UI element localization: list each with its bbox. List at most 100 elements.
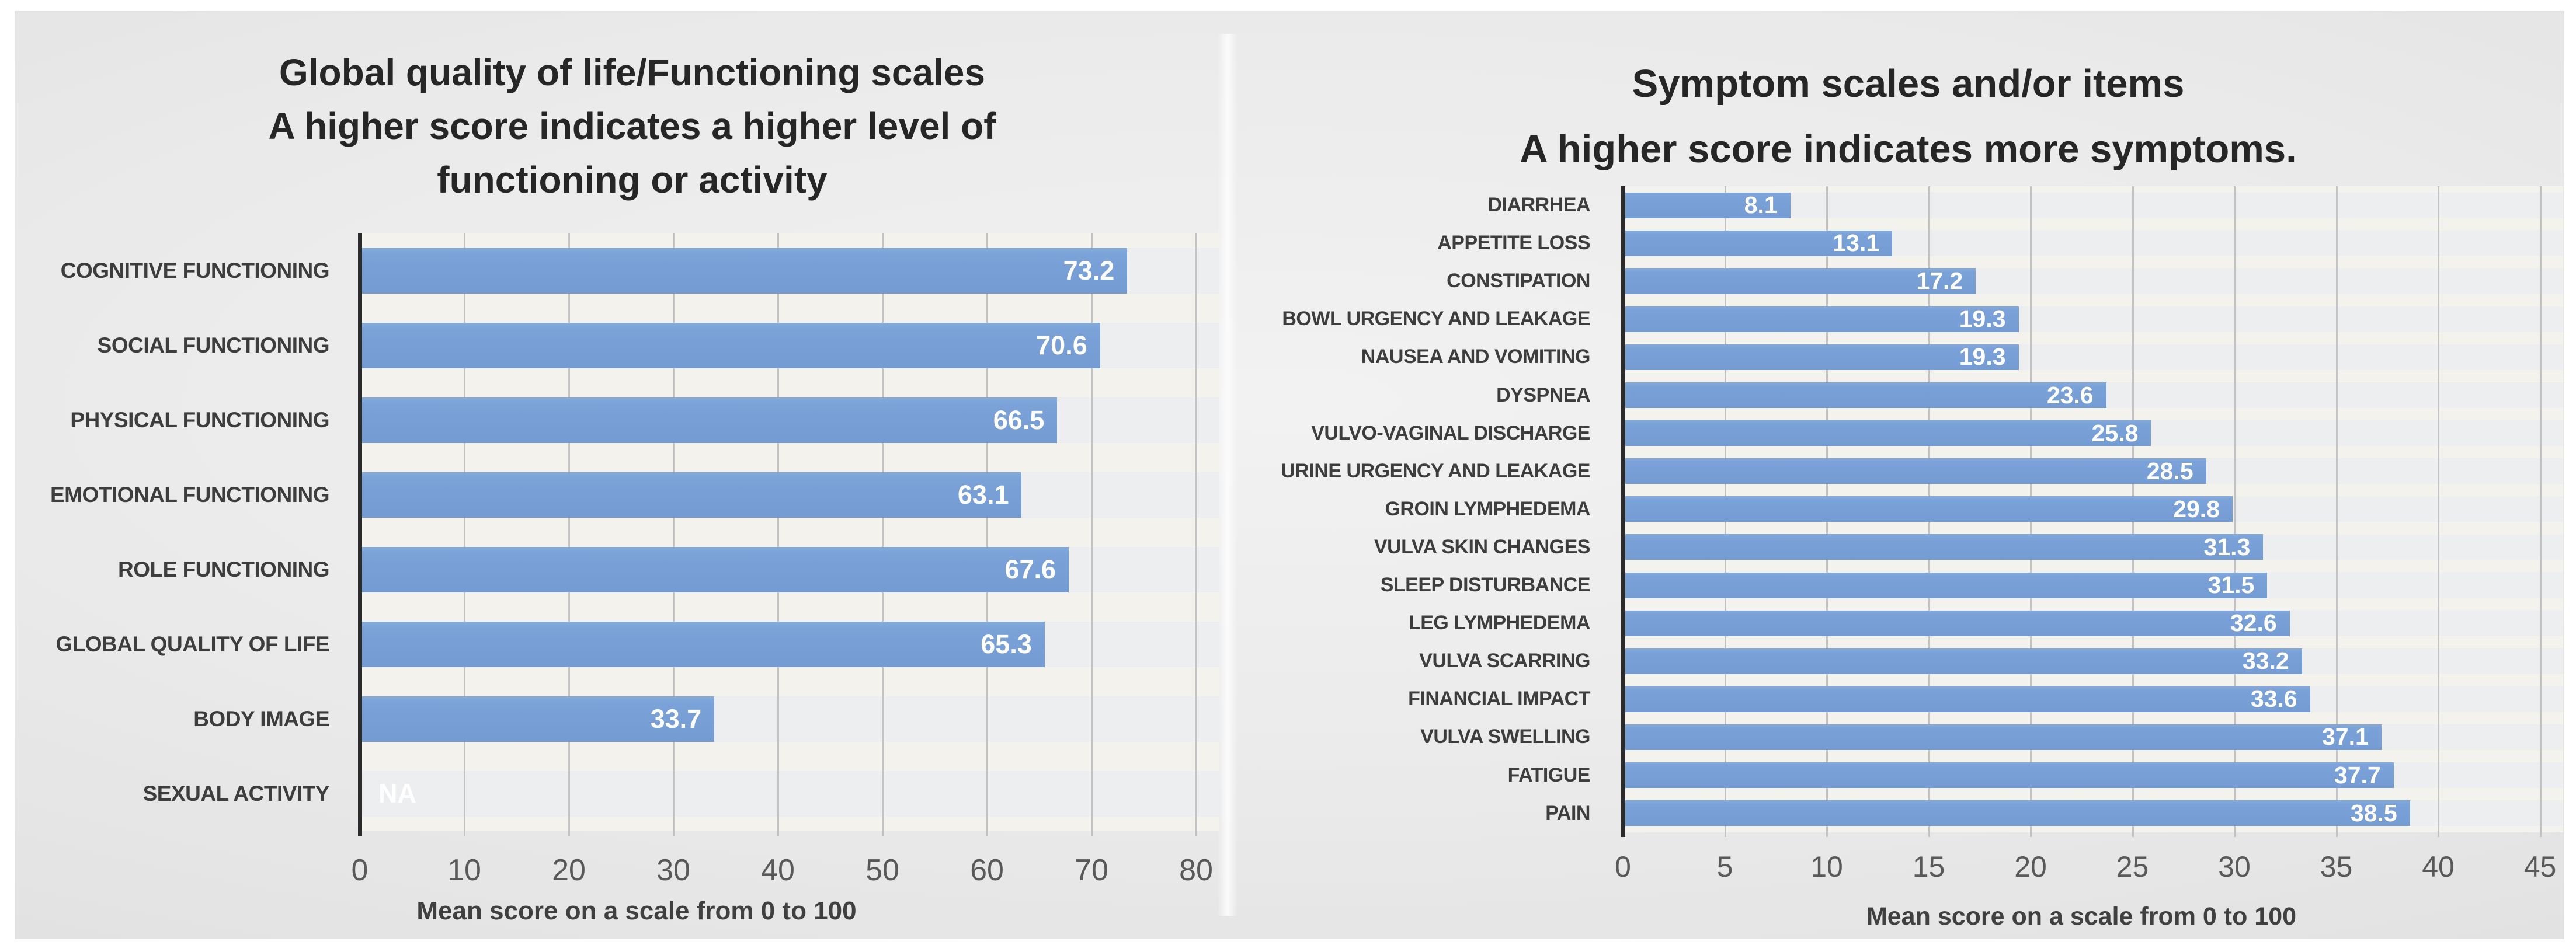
category-label: COGNITIVE FUNCTIONING: [60, 259, 330, 283]
symptom-scales-chart: Symptom scales and/or items A higher sco…: [1237, 21, 2576, 952]
gridline: [2438, 186, 2439, 837]
category-label: DYSPNEA: [1496, 383, 1590, 406]
x-tick-label: 10: [1810, 850, 1843, 883]
bar: 31.5: [1625, 571, 2268, 599]
gridline: [568, 233, 570, 836]
gridline: [882, 233, 884, 836]
chart-title: Global quality of life/Functioning scale…: [268, 51, 996, 201]
category-label: LEG LYMPHEDEMA: [1408, 612, 1591, 634]
x-tick-label: 40: [761, 853, 795, 887]
category-label: BODY IMAGE: [193, 707, 329, 731]
bar: 29.8: [1625, 496, 2233, 522]
x-axis-title: Mean score on a scale from 0 to 100: [1866, 902, 2297, 930]
category-label: CONSTIPATION: [1447, 270, 1590, 292]
category-label: FINANCIAL IMPACT: [1408, 688, 1590, 710]
category-label: DIARRHEA: [1487, 194, 1591, 217]
bar: 37.1: [1625, 723, 2382, 751]
bar: 33.6: [1625, 685, 2310, 713]
gridline-layer: [47, 21, 1218, 952]
x-tick-label: 20: [552, 853, 586, 887]
category-label: PHYSICAL FUNCTIONING: [70, 408, 329, 432]
bar-value-label: 28.5: [2146, 457, 2193, 484]
slide-background: Global quality of life/Functioning scale…: [15, 11, 2564, 939]
bar: 31.3: [1625, 533, 2264, 560]
bar-value-label: 66.5: [993, 405, 1045, 435]
category-label: VULVO-VAGINAL DISCHARGE: [1311, 421, 1590, 444]
x-tick-label: 35: [2320, 850, 2353, 883]
bar: 23.6: [1625, 381, 2106, 409]
bar: 19.3: [1625, 305, 2019, 333]
bar-value-label: 32.6: [2230, 609, 2277, 637]
category-label: APPETITE LOSS: [1437, 232, 1590, 254]
bar: 25.8: [1625, 419, 2151, 447]
x-tick-label: 5: [1716, 850, 1733, 883]
x-axis-title: Mean score on a scale from 0 to 100: [416, 897, 857, 925]
bar: 17.2: [1625, 267, 1976, 295]
category-label: NAUSEA AND VOMITING: [1361, 346, 1591, 368]
gridline: [777, 233, 779, 836]
bar: 66.5: [362, 397, 1058, 443]
bar-value-label: 8.1: [1744, 191, 1778, 219]
bar-layer: 73.2 70.6 66.5 63.1 67.6 65.3 33.7 NA: [47, 21, 1218, 952]
category-label: GROIN LYMPHEDEMA: [1385, 497, 1590, 520]
x-tick-label: 0: [351, 853, 369, 887]
bar: 65.3: [362, 622, 1045, 667]
gridline: [1091, 233, 1093, 836]
bar-value-label: 37.1: [2321, 723, 2369, 751]
category-label: VULVA SCARRING: [1419, 650, 1590, 672]
bar: 63.1: [362, 472, 1022, 518]
category-axis: COGNITIVE FUNCTIONING SOCIAL FUNCTIONING P…: [47, 21, 1218, 952]
bar-value-label: 13.1: [1833, 229, 1880, 257]
bar: 8.1: [1625, 191, 1791, 219]
gridline: [2234, 186, 2236, 837]
panel-divider: [1218, 34, 1237, 916]
bar-layer: 8.1 13.1 17.2 19.3 19.3 23.6 25.8 28.5 29.8 31.3 3…: [1237, 21, 2576, 952]
x-tick-label: 45: [2523, 850, 2557, 883]
category-label: FATIGUE: [1507, 763, 1591, 786]
bar-value-label: 17.2: [1916, 267, 1963, 295]
category-label: GLOBAL QUALITY OF LIFE: [55, 632, 329, 656]
category-label: ROLE FUNCTIONING: [118, 557, 329, 581]
bar: 32.6: [1625, 609, 2290, 637]
x-tick-label: 0: [1615, 850, 1631, 883]
bar-value-label: 38.5: [2350, 799, 2397, 827]
x-axis-ticks: 0 5 10 15 20 25 30 35 40 45: [1237, 21, 2576, 952]
x-tick-label: 40: [2422, 850, 2455, 883]
bar-value-label: 63.1: [957, 480, 1009, 510]
y-axis-line: [358, 233, 362, 836]
gridline: [673, 233, 675, 836]
x-tick-label: 30: [2218, 850, 2251, 883]
bar-value-label: 65.3: [981, 629, 1032, 659]
bar-value-label: 29.8: [2173, 495, 2220, 522]
category-label: VULVA SWELLING: [1420, 726, 1590, 748]
bar-value-label: 70.6: [1036, 330, 1087, 360]
category-label: URINE URGENCY AND LEAKAGE: [1281, 459, 1590, 482]
bar-value-label: 33.6: [2250, 685, 2297, 713]
bar-value-label: 25.8: [2091, 419, 2139, 447]
x-tick-label: 25: [2116, 850, 2149, 883]
category-label: BOWL URGENCY AND LEAKAGE: [1282, 308, 1590, 330]
x-axis-ticks: 0 10 20 30 40 50 60 70 80: [47, 21, 1218, 952]
bar-value-label: 37.7: [2334, 761, 2381, 789]
gridline: [464, 233, 465, 836]
bar: 37.7: [1625, 761, 2394, 789]
bar-value-label: 19.3: [1959, 343, 2006, 371]
bar: 13.1: [1625, 229, 1893, 257]
x-tick-label: 10: [447, 853, 481, 887]
category-label: EMOTIONAL FUNCTIONING: [50, 483, 330, 507]
bar-value-label: 19.3: [1959, 305, 2006, 333]
na-value-label: NA: [378, 779, 416, 808]
bar: 33.7: [362, 696, 715, 742]
bar-value-label: 73.2: [1063, 256, 1115, 285]
bar-value-label: 67.6: [1004, 555, 1056, 584]
x-tick-label: 80: [1179, 853, 1213, 887]
bar-value-label: 23.6: [2046, 381, 2094, 409]
bar-value-label: 31.5: [2207, 571, 2255, 599]
category-label: SLEEP DISTURBANCE: [1380, 574, 1591, 597]
gridline: [1195, 233, 1197, 836]
bar: 70.6: [362, 323, 1100, 368]
category-label: SEXUAL ACTIVITY: [142, 782, 330, 805]
category-label: PAIN: [1545, 801, 1590, 824]
bar-value-label: 33.2: [2242, 647, 2289, 675]
